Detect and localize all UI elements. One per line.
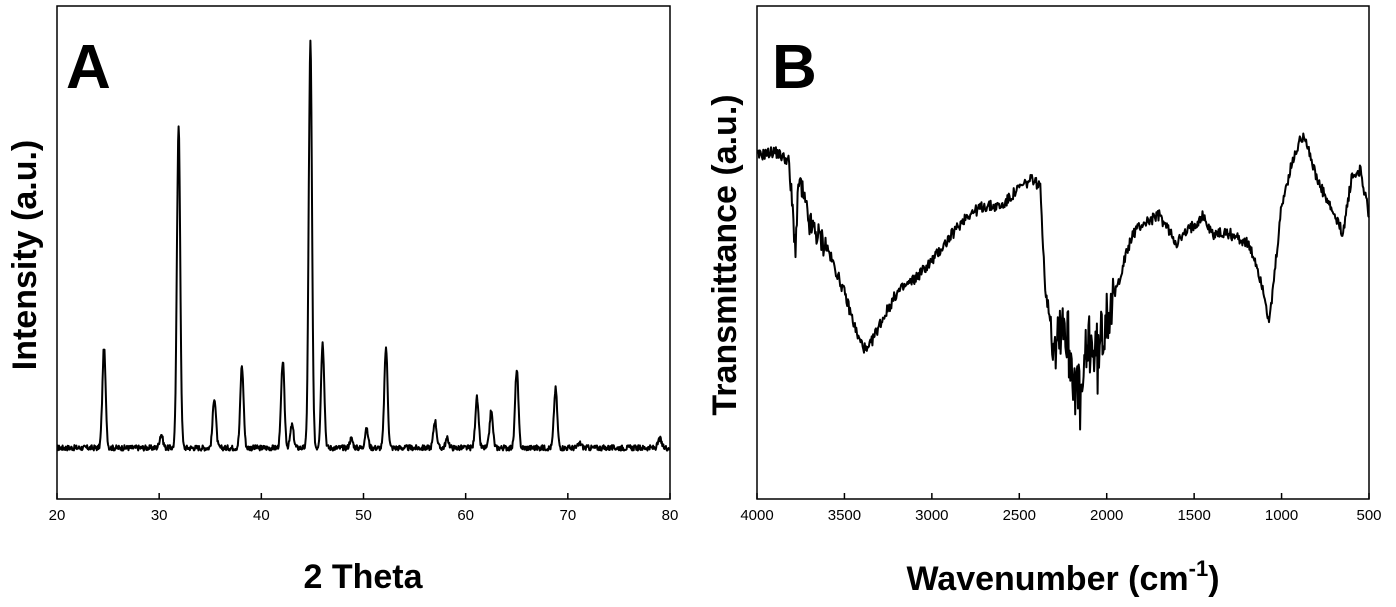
panel-b-x-tick-label: 500 — [1356, 507, 1381, 524]
panel-a-x-tick-label: 50 — [355, 507, 372, 524]
panel-b-x-tick-label: 1000 — [1265, 507, 1298, 524]
panel-b-x-axis-title: Wavenumber (cm-1) — [906, 556, 1219, 598]
panel-b-x-tick-label: 2000 — [1090, 507, 1123, 524]
panel-b-x-axis-title-suffix: ) — [1208, 560, 1219, 598]
panel-a-xrd-pattern-line — [56, 39, 671, 452]
panel-b-x-tick-label: 1500 — [1177, 507, 1210, 524]
panel-b-plot-frame — [756, 5, 1370, 500]
panel-a-x-tick-label: 40 — [253, 507, 270, 524]
panel-b-y-axis-title: Transmittance (a.u.) — [706, 94, 744, 415]
panel-b-x-ticks: 4000 3500 3000 2500 2000 1500 1000 500 — [740, 493, 1382, 524]
panel-b-x-tick-label: 3500 — [828, 507, 861, 524]
panel-b-ftir-chart: B Wavenumber (cm-1) Transmittance (a.u.)… — [706, 5, 1382, 598]
panel-a-x-axis-title: 2 Theta — [303, 558, 423, 596]
panel-a-x-tick-label: 70 — [559, 507, 576, 524]
panel-b-label: B — [772, 33, 817, 102]
panel-a-x-tick-label: 30 — [151, 507, 168, 524]
panel-a-x-tick-label: 60 — [457, 507, 474, 524]
panel-a-label: A — [66, 33, 111, 102]
panel-a-x-tick-label: 20 — [49, 507, 66, 524]
panel-b-x-tick-label: 4000 — [740, 507, 773, 524]
panel-b-x-tick-label: 2500 — [1003, 507, 1036, 524]
panel-a-x-tick-label: 80 — [662, 507, 679, 524]
panel-b-x-axis-title-superscript: -1 — [1189, 556, 1209, 581]
panel-a-x-ticks: 20 30 40 50 60 70 80 — [49, 493, 679, 524]
panel-a-y-axis-title: Intensity (a.u.) — [6, 140, 44, 370]
panel-a-plot-frame — [56, 5, 671, 500]
panel-a-xrd-chart: A 2 Theta Intensity (a.u.) 20 30 40 50 60 70 8… — [6, 5, 679, 596]
panel-b-x-axis-title-main: Wavenumber (cm — [906, 560, 1188, 598]
panel-b-x-tick-label: 3000 — [915, 507, 948, 524]
panel-b-ftir-spectrum-line — [756, 132, 1370, 431]
